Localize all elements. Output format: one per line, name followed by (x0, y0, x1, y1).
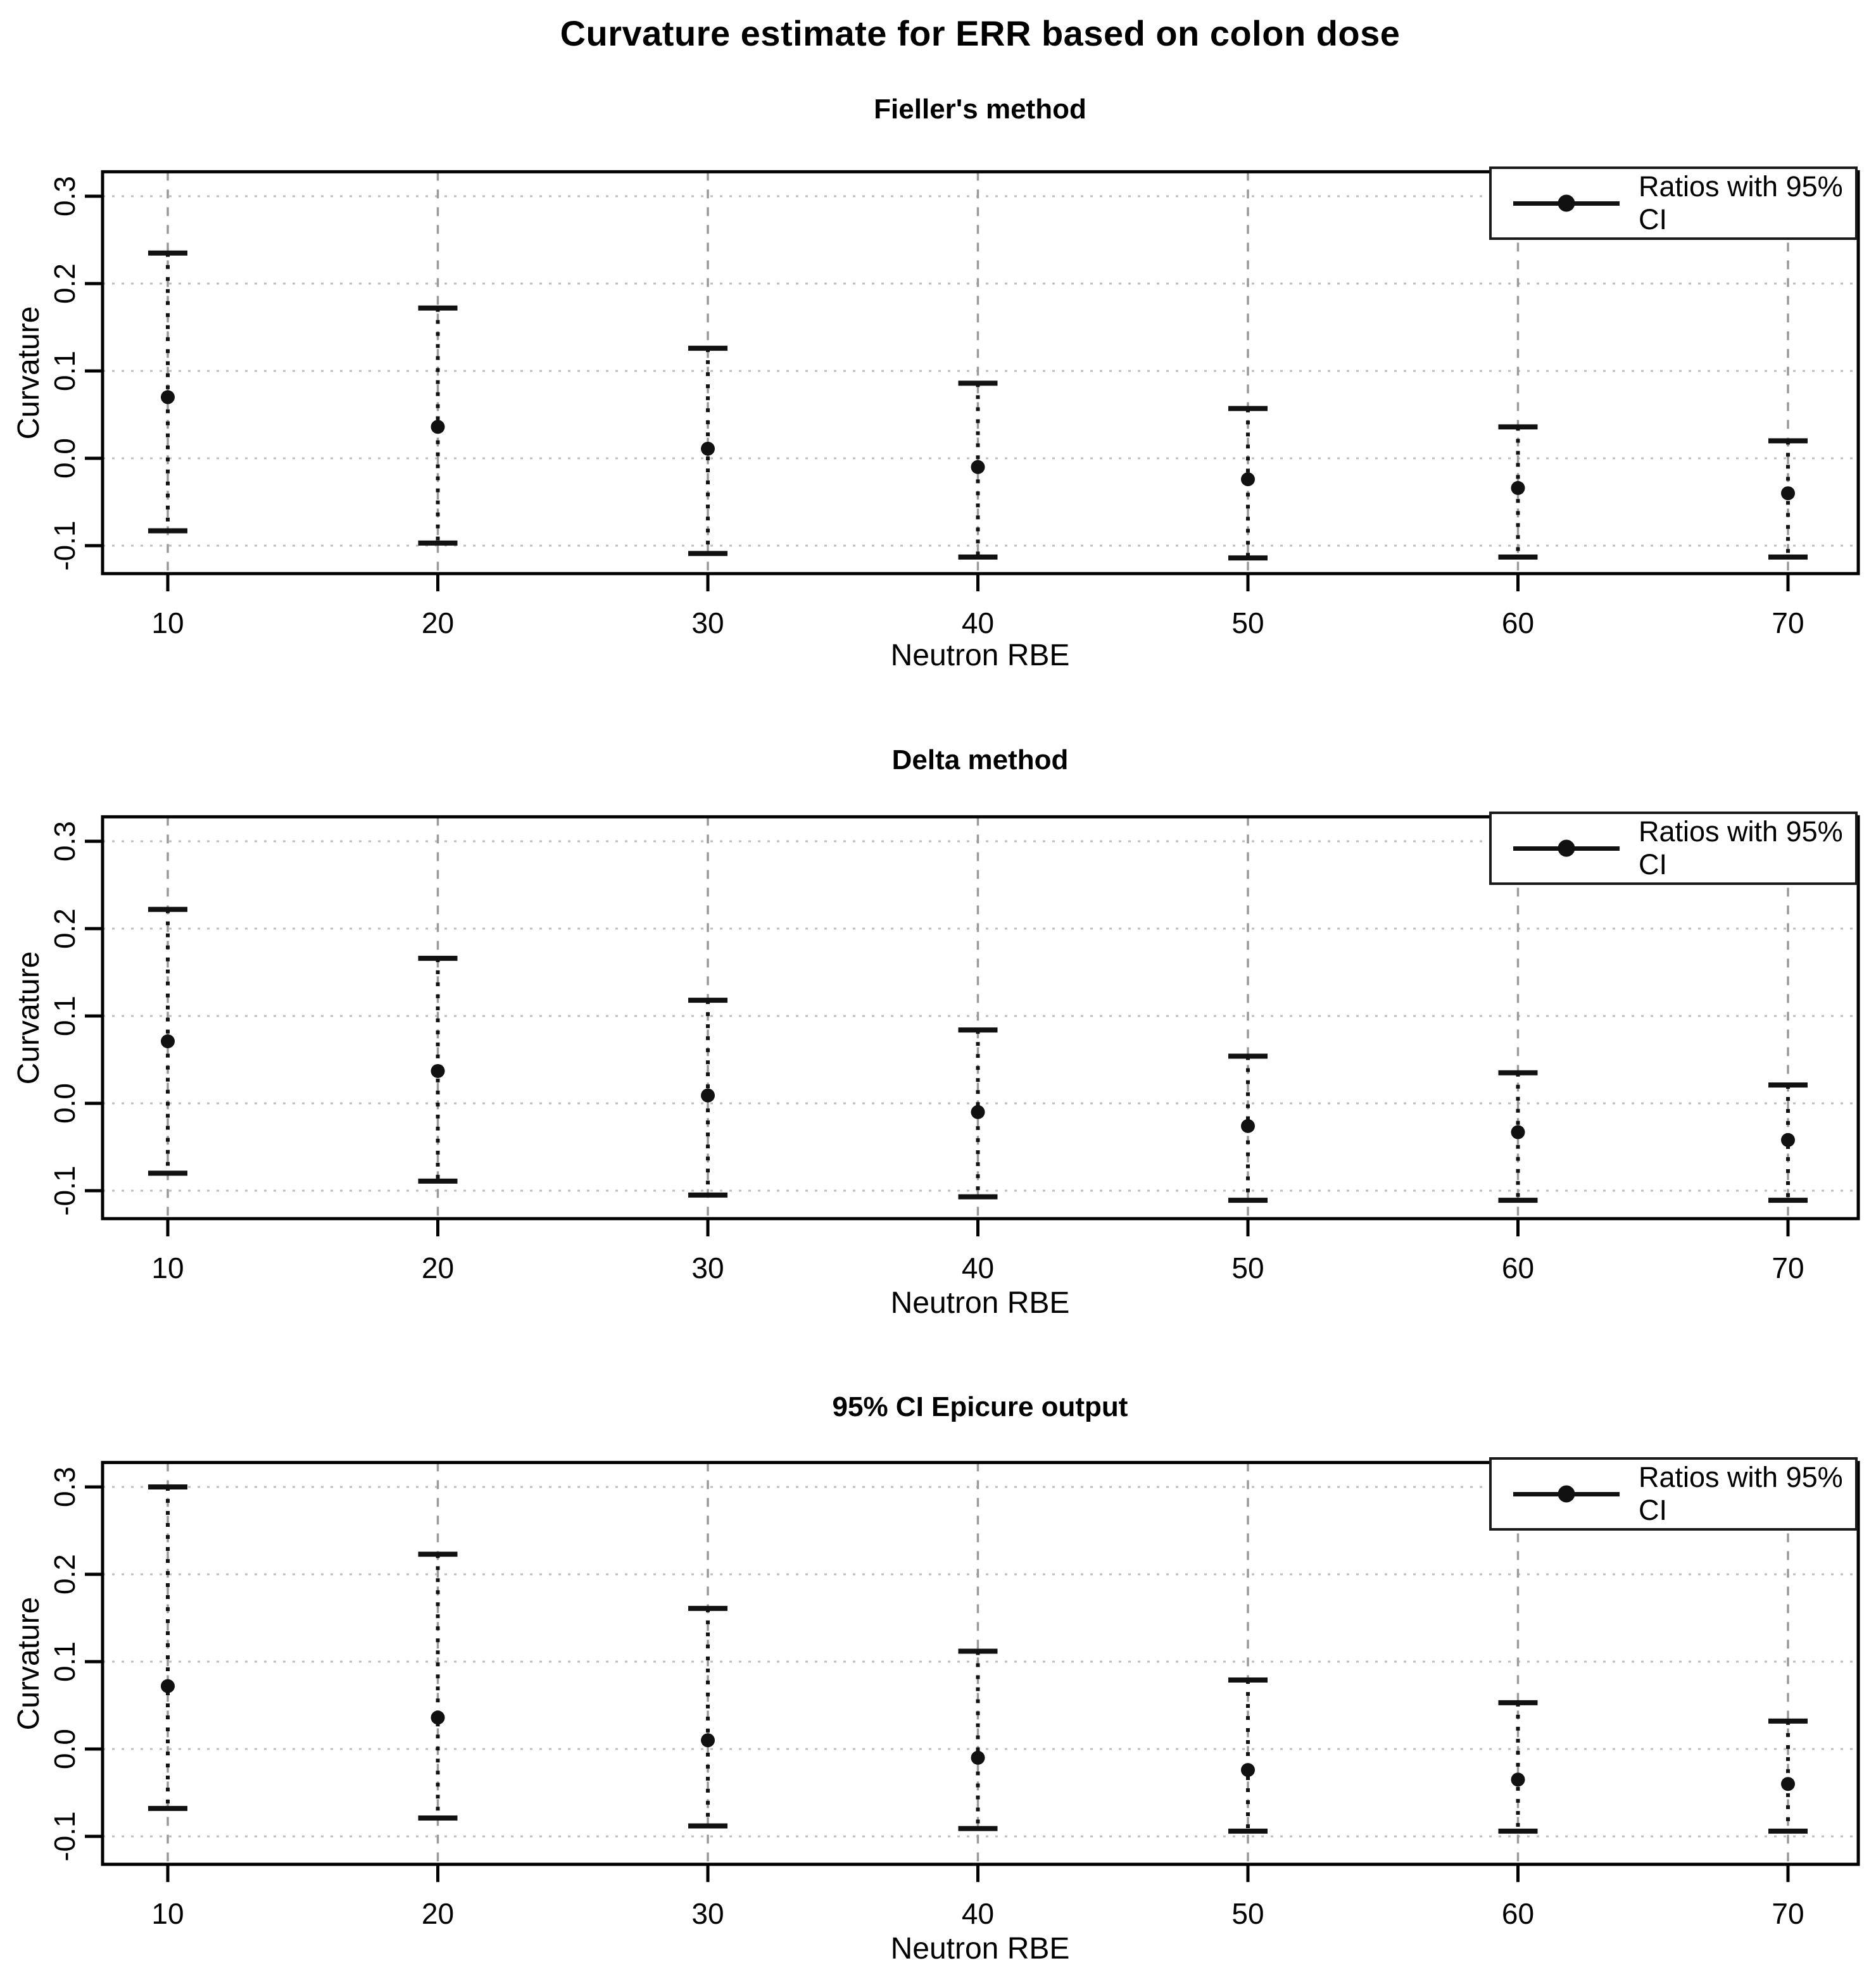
legend-label: Ratios with 95% CI (1639, 170, 1843, 235)
panel-3-legend: Ratios with 95% CI (1489, 1457, 1858, 1531)
panel-1-x-axis-label: Neutron RBE (890, 639, 1070, 672)
plot-box (101, 1460, 1860, 1866)
y-tick-label: 0.2 (48, 1554, 81, 1595)
y-tick-label: 0.3 (48, 176, 81, 216)
estimate-point (701, 441, 715, 456)
legend-point-icon (1558, 1485, 1575, 1503)
x-tick-label: 10 (151, 1897, 184, 1930)
legend-line-icon (1513, 1485, 1620, 1503)
x-tick-label: 20 (422, 1251, 454, 1284)
y-tick-label: -0.1 (48, 520, 81, 570)
x-tick-label: 40 (962, 1251, 994, 1284)
legend-point-icon (1558, 194, 1575, 212)
y-tick-label: 0.1 (48, 996, 81, 1036)
y-tick-label: 0.2 (48, 908, 81, 949)
estimate-point (1781, 486, 1795, 501)
legend-label: Ratios with 95% CI (1639, 1461, 1843, 1526)
y-tick-label: 0.3 (48, 821, 81, 862)
x-tick-label: 40 (962, 1897, 994, 1930)
estimate-point (431, 1063, 445, 1078)
x-tick-label: 60 (1502, 1251, 1534, 1284)
estimate-point (161, 1034, 175, 1049)
estimate-point (431, 420, 445, 434)
x-tick-label: 30 (691, 606, 724, 639)
y-tick-label: 0.0 (48, 1729, 81, 1769)
estimate-point (1781, 1132, 1795, 1147)
panel-2-x-axis-label: Neutron RBE (890, 1286, 1070, 1320)
estimate-point (701, 1733, 715, 1748)
legend-label: Ratios with 95% CI (1639, 815, 1843, 881)
legend-point-icon (1558, 839, 1575, 857)
estimate-point (1781, 1777, 1795, 1791)
estimate-point (431, 1710, 445, 1725)
y-tick-label: -0.1 (48, 1811, 81, 1861)
x-tick-label: 20 (422, 606, 454, 639)
x-tick-label: 60 (1502, 606, 1534, 639)
estimate-point (1511, 1772, 1525, 1787)
x-tick-label: 20 (422, 1897, 454, 1930)
y-tick-label: 0.2 (48, 263, 81, 304)
x-tick-label: 40 (962, 606, 994, 639)
y-tick-label: -0.1 (48, 1165, 81, 1215)
panel-2-legend: Ratios with 95% CI (1489, 812, 1858, 885)
panel-2-y-axis-label: Curvature (12, 951, 46, 1085)
x-tick-label: 70 (1772, 1897, 1804, 1930)
estimate-point (971, 460, 985, 474)
y-tick-label: 0.1 (48, 1641, 81, 1682)
x-tick-label: 30 (691, 1251, 724, 1284)
x-tick-label: 30 (691, 1897, 724, 1930)
estimate-point (1511, 1125, 1525, 1139)
x-tick-label: 70 (1772, 1251, 1804, 1284)
x-tick-label: 10 (151, 606, 184, 639)
estimate-point (971, 1750, 985, 1765)
estimate-point (701, 1088, 715, 1103)
y-tick-label: 0.0 (48, 1083, 81, 1124)
x-tick-label: 50 (1231, 1897, 1264, 1930)
estimate-point (1241, 1763, 1255, 1778)
estimate-point (161, 1679, 175, 1693)
panel-2-title: Delta method (891, 744, 1069, 775)
x-tick-label: 60 (1502, 1897, 1534, 1930)
estimate-point (971, 1105, 985, 1119)
legend-line-icon (1513, 839, 1620, 857)
plot-box (101, 815, 1860, 1220)
panel-1-title: Fieller's method (874, 94, 1086, 125)
panel-1-legend: Ratios with 95% CI (1489, 166, 1858, 240)
figure-title: Curvature estimate for ERR based on colo… (560, 13, 1401, 53)
y-tick-label: 0.1 (48, 351, 81, 391)
plot-box (101, 170, 1860, 575)
panel-3-title: 95% CI Epicure output (832, 1391, 1128, 1422)
y-tick-label: 0.0 (48, 438, 81, 479)
estimate-point (1511, 480, 1525, 495)
x-tick-label: 70 (1772, 606, 1804, 639)
estimate-point (1241, 1119, 1255, 1133)
panel-3-y-axis-label: Curvature (12, 1596, 46, 1731)
legend-line-icon (1513, 194, 1620, 212)
panel-1-y-axis-label: Curvature (12, 306, 46, 440)
y-tick-label: 0.3 (48, 1467, 81, 1507)
panel-3-x-axis-label: Neutron RBE (890, 1932, 1070, 1966)
x-tick-label: 50 (1231, 1251, 1264, 1284)
x-tick-label: 10 (151, 1251, 184, 1284)
estimate-point (161, 390, 175, 404)
estimate-point (1241, 472, 1255, 487)
x-tick-label: 50 (1231, 606, 1264, 639)
